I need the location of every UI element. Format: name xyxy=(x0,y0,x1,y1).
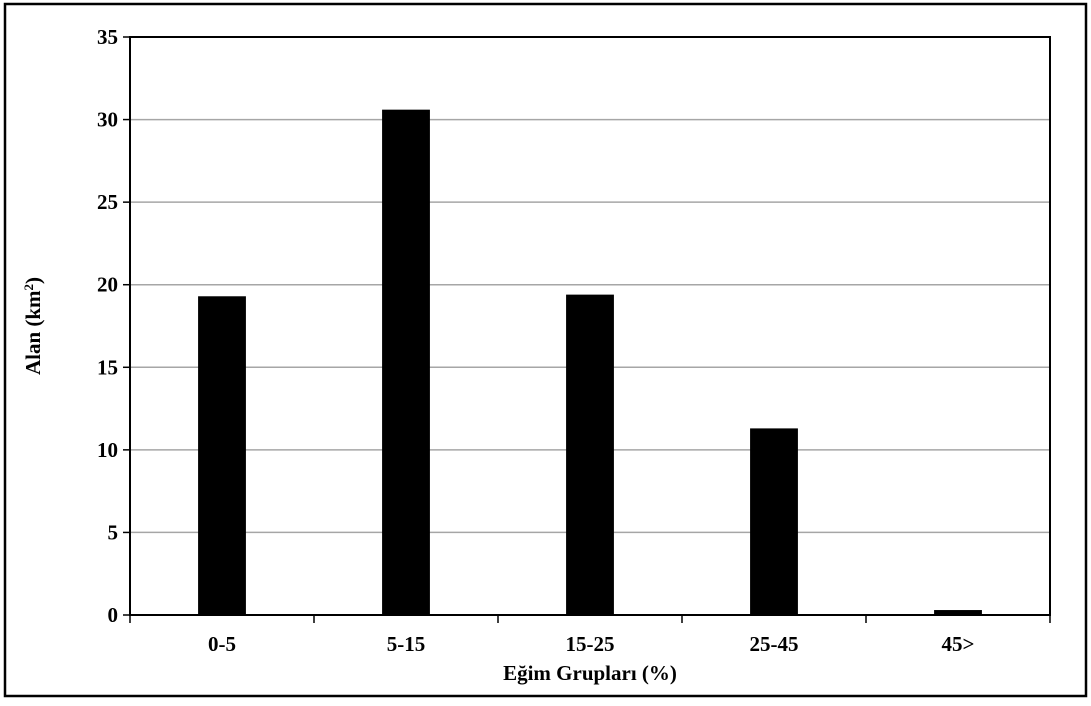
y-tick-label: 10 xyxy=(97,438,118,462)
y-axis-title-close: ) xyxy=(21,277,45,284)
y-axis-title-main: Alan (km xyxy=(21,290,45,375)
y-tick-label: 0 xyxy=(108,603,119,627)
bar-45> xyxy=(934,610,982,615)
y-tick-label: 20 xyxy=(97,273,118,297)
bar-0-5 xyxy=(198,296,246,615)
x-axis-title: Eğim Grupları (%) xyxy=(503,661,677,685)
y-tick-label: 30 xyxy=(97,108,118,132)
outer-border xyxy=(3,2,1088,698)
y-axis-title: Alan (km2) xyxy=(21,277,46,375)
y-tick-label: 25 xyxy=(97,190,118,214)
y-axis-ticks: 0 5 10 15 20 25 30 35 xyxy=(97,25,130,627)
x-tick-label: 15-25 xyxy=(566,632,615,656)
x-tick-label: 0-5 xyxy=(208,632,236,656)
x-axis-ticks: 0-5 5-15 15-25 25-45 45> xyxy=(129,615,1051,656)
y-tick-label: 15 xyxy=(97,355,118,379)
y-tick-label: 5 xyxy=(108,520,119,544)
bar-25-45 xyxy=(750,428,798,615)
y-tick-label: 35 xyxy=(97,25,118,49)
y-axis-title-superscript: 2 xyxy=(21,284,36,291)
plot-area-border xyxy=(129,36,1051,616)
bar-15-25 xyxy=(566,294,614,615)
bar-5-15 xyxy=(382,109,430,616)
x-tick-label: 5-15 xyxy=(387,632,426,656)
x-tick-label: 25-45 xyxy=(750,632,799,656)
bars xyxy=(198,109,982,616)
x-tick-label: 45> xyxy=(942,632,975,656)
